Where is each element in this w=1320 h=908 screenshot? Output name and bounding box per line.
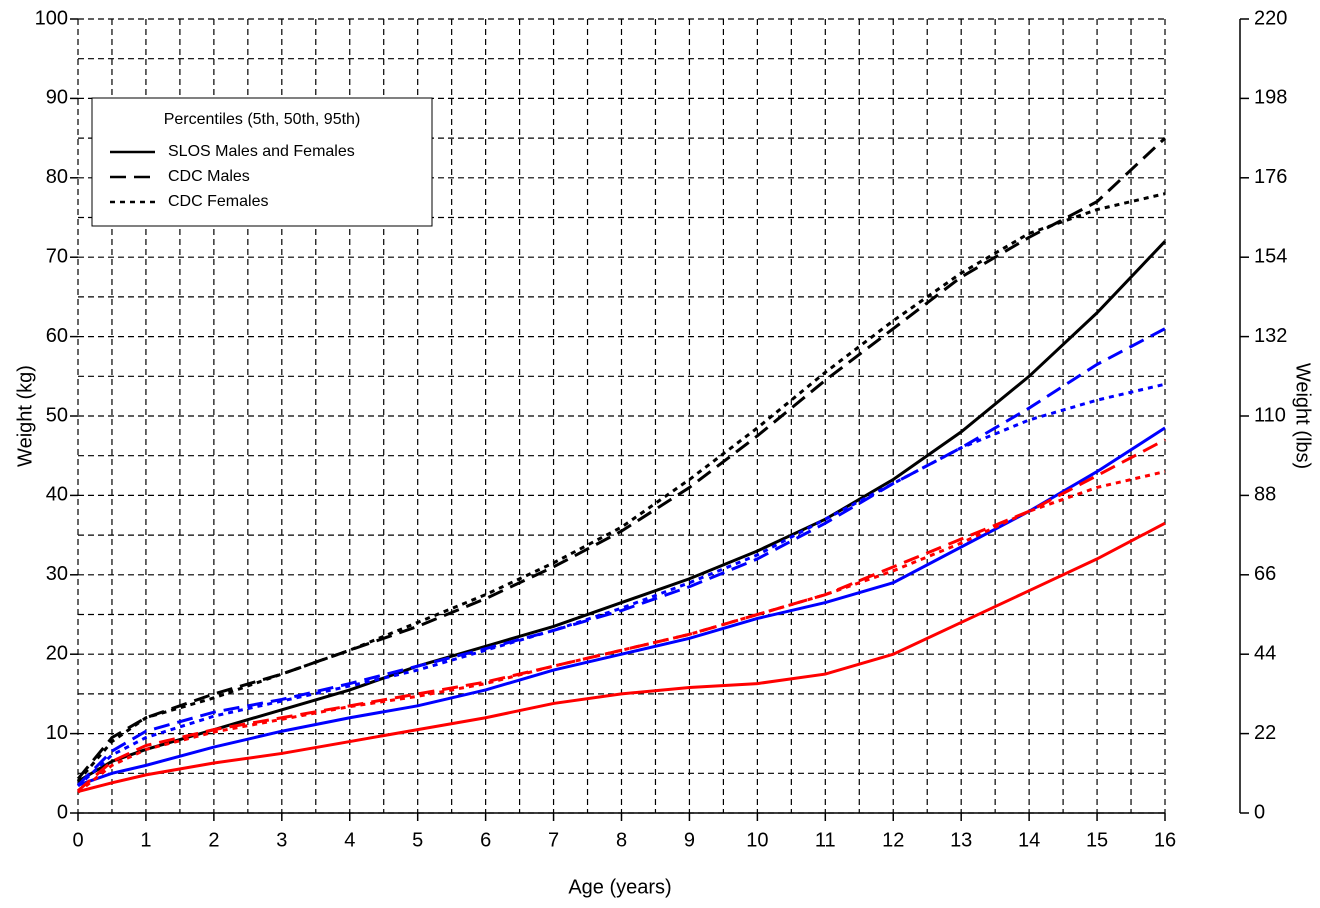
x-tick-label: 4 — [344, 829, 355, 851]
y2-tick-label: 110 — [1254, 404, 1286, 426]
y2-tick-label: 154 — [1254, 245, 1287, 267]
series-line — [76, 137, 1167, 780]
y2-tick-label: 220 — [1254, 7, 1287, 29]
x-tick-label: 11 — [815, 829, 836, 851]
x-tick-label: 13 — [950, 829, 972, 851]
x-tick-label: 6 — [480, 829, 491, 851]
y-tick-label: 40 — [46, 484, 68, 506]
x-tick-label: 7 — [548, 829, 559, 851]
x-tick-label: 16 — [1154, 829, 1176, 851]
legend-title: Percentiles (5th, 50th, 95th) — [164, 111, 361, 128]
legend-label: CDC Females — [168, 193, 268, 210]
x-tick-label: 15 — [1086, 829, 1108, 851]
y-tick-label: 100 — [35, 7, 68, 29]
series-line — [76, 382, 1166, 788]
x-tick-label: 9 — [684, 829, 695, 851]
y-tick-label: 80 — [46, 166, 68, 188]
y2-tick-label: 0 — [1254, 801, 1265, 823]
legend-label: CDC Males — [168, 168, 250, 185]
y-tick-label: 20 — [46, 642, 68, 664]
x-tick-label: 10 — [746, 829, 768, 851]
y-tick-label: 30 — [46, 563, 68, 585]
series-line — [77, 470, 1166, 794]
y-tick-label: 70 — [46, 245, 68, 267]
y-tick-label: 0 — [57, 801, 68, 823]
y2-tick-label: 66 — [1254, 563, 1276, 585]
x-tick-label: 2 — [208, 829, 219, 851]
y2-axis-label: Weight (lbs) — [1292, 363, 1314, 469]
x-tick-label: 12 — [882, 829, 904, 851]
y2-tick-label: 22 — [1254, 722, 1276, 744]
y-tick-label: 90 — [46, 87, 68, 109]
legend-box — [91, 97, 433, 227]
y-tick-label: 10 — [46, 722, 68, 744]
x-tick-label: 0 — [72, 829, 83, 851]
y-tick-label: 60 — [46, 325, 68, 347]
y2-tick-label: 198 — [1254, 87, 1287, 109]
x-tick-label: 8 — [616, 829, 627, 851]
x-axis-label: Age (years) — [568, 876, 671, 898]
x-tick-label: 3 — [276, 829, 287, 851]
y-tick-label: 50 — [46, 404, 68, 426]
x-tick-label: 14 — [1018, 829, 1040, 851]
legend: Percentiles (5th, 50th, 95th) SLOS Males … — [91, 97, 433, 227]
y2-tick-label: 88 — [1254, 484, 1276, 506]
x-tick-label: 5 — [412, 829, 423, 851]
y2-tick-label: 176 — [1254, 166, 1287, 188]
legend-label: SLOS Males and Females — [168, 143, 355, 160]
series-line — [77, 240, 1167, 783]
series-line — [77, 521, 1166, 794]
x-tick-label: 1 — [140, 829, 151, 851]
series-line — [77, 426, 1166, 787]
y-axis-label: Weight (kg) — [14, 365, 36, 467]
y2-tick-label: 44 — [1254, 642, 1276, 664]
y2-tick-label: 132 — [1254, 325, 1287, 347]
series-line — [76, 192, 1166, 783]
